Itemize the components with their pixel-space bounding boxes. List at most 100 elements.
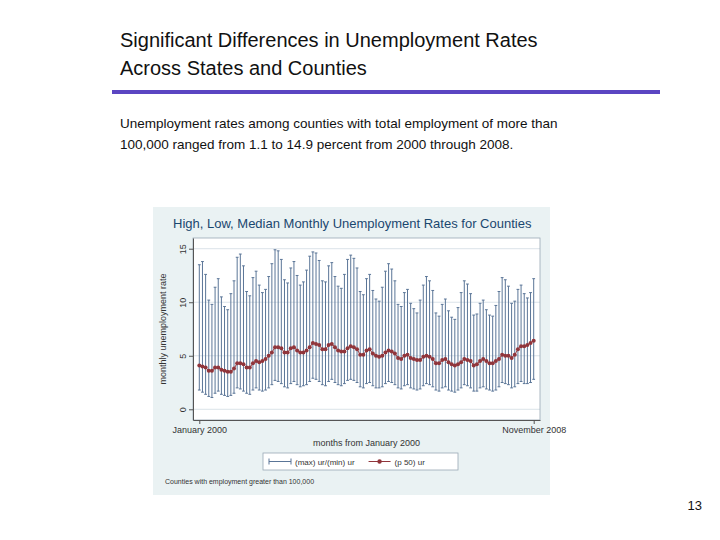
median-point	[513, 353, 517, 357]
range-cap-low	[302, 385, 305, 386]
range-cap-high	[226, 309, 229, 310]
range-stem	[275, 250, 276, 381]
range-cap-high	[501, 277, 504, 278]
median-point	[241, 362, 245, 366]
range-stem	[366, 279, 367, 384]
range-cap-low	[299, 386, 302, 387]
y-tick: 10	[178, 298, 193, 308]
range-cap-low	[381, 386, 384, 387]
range-bar	[457, 308, 460, 390]
range-stem	[221, 297, 222, 394]
range-cap-low	[330, 379, 333, 380]
range-cap-high	[201, 261, 204, 262]
range-cap-low	[463, 384, 466, 385]
median-point	[342, 349, 346, 353]
range-cap-low	[491, 391, 494, 392]
range-cap-high	[479, 303, 482, 304]
range-cap-high	[327, 265, 330, 266]
range-cap-high	[529, 292, 532, 293]
range-bar	[327, 266, 330, 382]
range-stem	[205, 274, 206, 394]
range-stem	[388, 264, 389, 382]
median-point	[333, 345, 337, 349]
page-number: 13	[688, 498, 702, 513]
range-cap-high	[337, 286, 340, 287]
range-bar	[352, 258, 355, 380]
range-bar	[302, 282, 305, 386]
range-cap-low	[532, 379, 535, 380]
range-cap-high	[485, 309, 488, 310]
range-bar	[472, 315, 475, 391]
tick-mark	[534, 420, 535, 424]
range-cap-low	[362, 387, 365, 388]
range-cap-high	[504, 279, 507, 280]
range-stem	[410, 303, 411, 388]
range-cap-low	[201, 392, 204, 393]
median-point	[393, 352, 397, 356]
range-stem	[363, 295, 364, 388]
range-cap-low	[397, 387, 400, 388]
range-cap-high	[220, 296, 223, 297]
range-cap-high	[476, 314, 479, 315]
range-cap-high	[444, 299, 447, 300]
range-cap-high	[375, 299, 378, 300]
range-cap-low	[308, 381, 311, 382]
range-stem	[252, 278, 253, 390]
range-bar	[510, 303, 513, 388]
range-cap-high	[513, 301, 516, 302]
range-bar	[494, 305, 497, 390]
range-bar	[390, 269, 393, 382]
range-cap-high	[343, 274, 346, 275]
range-cap-high	[400, 306, 403, 307]
range-cap-high	[334, 276, 337, 277]
range-cap-low	[296, 384, 299, 385]
range-cap-low	[324, 385, 327, 386]
range-cap-low	[488, 390, 491, 391]
range-bar	[261, 293, 264, 391]
plot-area: 051015January 2000November 2008	[173, 238, 567, 435]
range-bar	[258, 285, 261, 390]
range-bar	[289, 268, 292, 384]
range-cap-low	[482, 386, 485, 387]
range-bar	[526, 298, 529, 384]
range-bar	[438, 316, 441, 391]
grid	[193, 249, 540, 410]
range-stem	[325, 282, 326, 386]
range-bar	[324, 282, 327, 386]
median-line	[199, 341, 533, 372]
range-cap-high	[229, 293, 232, 294]
range-cap-low	[419, 388, 422, 389]
range-cap-high	[441, 304, 444, 305]
median-point	[248, 366, 252, 370]
range-bar	[412, 309, 415, 389]
range-bar	[400, 307, 403, 389]
range-cap-high	[318, 260, 321, 261]
range-cap-low	[517, 383, 520, 384]
grid-line	[193, 409, 540, 410]
median-point	[469, 359, 473, 363]
range-stem	[360, 292, 361, 387]
range-bar	[368, 274, 371, 382]
range-bar	[315, 253, 318, 379]
range-bar	[435, 313, 438, 390]
range-cap-low	[371, 385, 374, 386]
range-cap-low	[476, 391, 479, 392]
median-point	[406, 353, 410, 357]
range-bar	[267, 277, 270, 388]
tick-mark	[189, 356, 193, 357]
legend-swatch-cap	[291, 459, 292, 465]
tick-label: 10	[178, 298, 188, 308]
range-stem	[530, 293, 531, 383]
range-stem	[284, 280, 285, 387]
range-cap-low	[261, 391, 264, 392]
range-cap-high	[428, 280, 431, 281]
range-stem	[347, 259, 348, 380]
range-cap-high	[393, 280, 396, 281]
tick-mark	[199, 420, 200, 424]
range-cap-low	[289, 383, 292, 384]
range-cap-high	[274, 249, 277, 250]
y-axis-title: monthly unemployment rate	[158, 273, 168, 384]
chart-title: High, Low, Median Monthly Unemployment R…	[173, 216, 532, 231]
range-cap-high	[286, 282, 289, 283]
range-stem	[300, 285, 301, 387]
